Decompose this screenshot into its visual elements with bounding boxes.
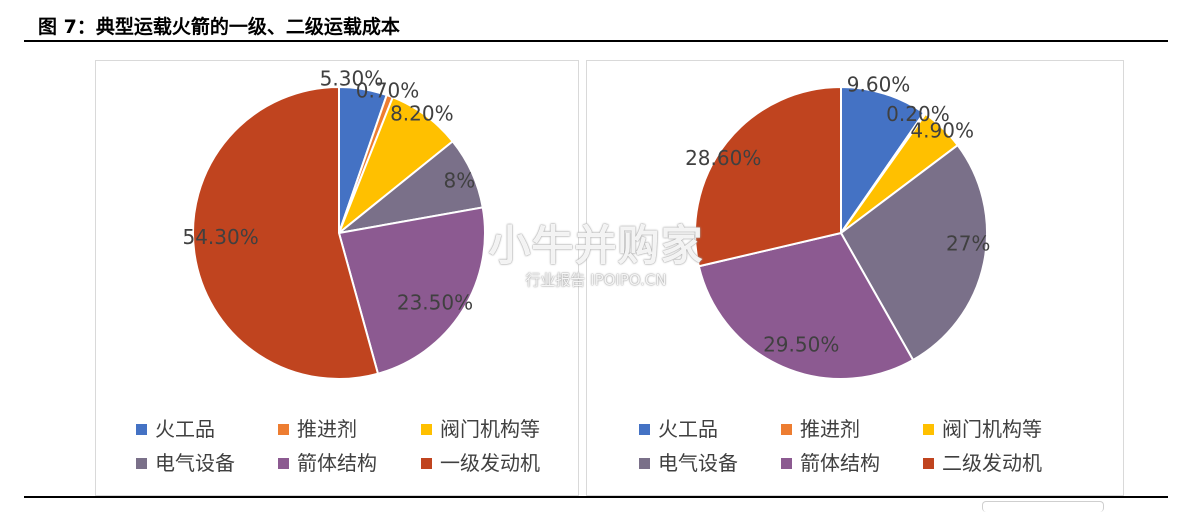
pie-label-3: 4.90% xyxy=(910,118,974,142)
pie-label-1: 5.30% xyxy=(320,67,384,91)
legend-swatch xyxy=(278,458,289,469)
legend-swatch xyxy=(781,424,792,435)
legend-swatch xyxy=(639,458,650,469)
legend-item-3: 阀门机构等 xyxy=(421,413,540,442)
pie-slice-5 xyxy=(697,231,915,380)
legend-item-6: 一级发动机 xyxy=(421,447,540,476)
legend-label: 电气设备 xyxy=(658,451,738,475)
legend-item-3: 阀门机构等 xyxy=(923,413,1042,442)
pie-label-3: 8.20% xyxy=(390,102,454,126)
legend-swatch xyxy=(923,424,934,435)
legend-label: 一级发动机 xyxy=(440,451,540,475)
figure-title: 图 7：典型运载火箭的一级、二级运载成本 xyxy=(38,16,400,38)
pie-slice-1 xyxy=(840,85,926,237)
legend-swatch xyxy=(781,458,792,469)
legend-swatch xyxy=(421,458,432,469)
legend-item-2: 推进剂 xyxy=(278,413,357,442)
legend-item-4: 电气设备 xyxy=(639,447,738,476)
legend-label: 电气设备 xyxy=(155,451,235,475)
legend-item-5: 箭体结构 xyxy=(781,447,880,476)
legend-label: 推进剂 xyxy=(800,417,860,441)
legend-label: 箭体结构 xyxy=(800,451,880,475)
pie-label-6: 28.60% xyxy=(685,146,761,170)
legend-item-4: 电气设备 xyxy=(136,447,235,476)
legend-swatch xyxy=(278,424,289,435)
pie-label-5: 29.50% xyxy=(763,332,839,356)
top-rule xyxy=(24,40,1168,42)
legend-swatch xyxy=(136,424,147,435)
pie-chart-second-stage: 9.60% 0.20%4.90% 27% 29.50% 28.60% xyxy=(685,73,990,380)
chart-panel-first-stage: 5.30% 0.70% 8.20% 8% 23.50% 54.30% 火工品 推进剂 阀门机构… xyxy=(95,60,579,496)
legend-label: 阀门机构等 xyxy=(440,417,540,441)
pie-label-2: 0.20% xyxy=(886,102,950,126)
pie-slice-6 xyxy=(192,85,380,380)
legend-item-6: 二级发动机 xyxy=(923,447,1042,476)
legend-item-2: 推进剂 xyxy=(781,413,860,442)
legend-label: 二级发动机 xyxy=(942,451,1042,475)
legend-label: 阀门机构等 xyxy=(942,417,1042,441)
pie-slice-5 xyxy=(337,206,486,375)
pie-label-6: 54.30% xyxy=(182,225,258,249)
legend-label: 火工品 xyxy=(658,417,718,441)
legend-label: 推进剂 xyxy=(297,417,357,441)
pie-label-5: 23.50% xyxy=(397,290,473,314)
legend-swatch xyxy=(421,424,432,435)
legend-swatch xyxy=(923,458,934,469)
pie-slice-4 xyxy=(839,143,988,362)
legend-label: 火工品 xyxy=(155,417,215,441)
legend-item-5: 箭体结构 xyxy=(278,447,377,476)
legend-item-1: 火工品 xyxy=(136,413,215,442)
legend-label: 箭体结构 xyxy=(297,451,377,475)
bottom-rule xyxy=(24,496,1168,498)
legend-swatch xyxy=(136,458,147,469)
pie-slice-6 xyxy=(694,85,842,268)
pie-label-4: 8% xyxy=(443,168,475,192)
pie-chart-first-stage: 5.30%0.70%8.20% 8% 23.50% 54.30% xyxy=(182,67,486,380)
pie-label-2: 0.70% xyxy=(356,78,420,102)
chart-panel-second-stage: 9.60% 0.20% 4.90% 27% 29.50% 28.60% 火工品 推进剂 阀门机… xyxy=(586,60,1124,496)
legend-item-1: 火工品 xyxy=(639,413,718,442)
pie-label-4: 27% xyxy=(946,232,990,256)
legend-swatch xyxy=(639,424,650,435)
pie-label-1: 9.60% xyxy=(847,73,911,97)
